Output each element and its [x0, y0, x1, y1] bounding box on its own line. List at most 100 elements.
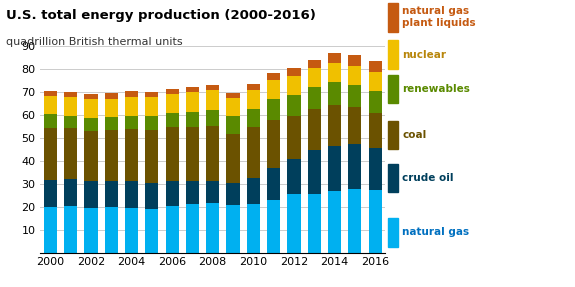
- Bar: [85, 118, 98, 131]
- Text: natural gas: natural gas: [402, 228, 470, 237]
- Bar: [308, 150, 321, 194]
- Bar: [166, 206, 179, 253]
- Bar: [369, 61, 382, 72]
- Bar: [247, 90, 260, 109]
- Bar: [125, 181, 138, 208]
- Bar: [328, 146, 341, 191]
- Bar: [308, 88, 321, 109]
- Bar: [166, 113, 179, 127]
- Bar: [44, 207, 57, 253]
- Bar: [288, 195, 301, 253]
- Bar: [125, 116, 138, 129]
- Bar: [105, 117, 118, 130]
- Bar: [348, 189, 362, 253]
- Bar: [85, 181, 98, 208]
- Text: natural gas
plant liquids: natural gas plant liquids: [402, 6, 476, 28]
- Bar: [227, 92, 240, 98]
- Text: quadrillion British thermal units: quadrillion British thermal units: [6, 37, 182, 47]
- Bar: [105, 99, 118, 117]
- Bar: [308, 68, 321, 88]
- Bar: [166, 127, 179, 181]
- Bar: [206, 203, 219, 253]
- Bar: [206, 181, 219, 203]
- Bar: [166, 94, 179, 113]
- Bar: [145, 183, 159, 209]
- Bar: [328, 53, 341, 63]
- Bar: [125, 208, 138, 253]
- Bar: [85, 208, 98, 253]
- Bar: [64, 92, 77, 97]
- Bar: [288, 76, 301, 95]
- Bar: [44, 114, 57, 128]
- Bar: [348, 66, 362, 85]
- Bar: [186, 181, 199, 204]
- Bar: [227, 205, 240, 253]
- Bar: [145, 116, 159, 130]
- Bar: [206, 126, 219, 181]
- Bar: [64, 116, 77, 128]
- Bar: [308, 60, 321, 68]
- Bar: [145, 209, 159, 253]
- Text: nuclear: nuclear: [402, 50, 447, 59]
- Bar: [206, 90, 219, 110]
- Bar: [145, 92, 159, 97]
- Bar: [369, 91, 382, 113]
- Bar: [125, 129, 138, 181]
- Bar: [145, 130, 159, 183]
- Bar: [166, 181, 179, 206]
- Bar: [64, 128, 77, 179]
- Bar: [247, 84, 260, 90]
- Bar: [247, 109, 260, 127]
- Bar: [145, 97, 159, 116]
- Bar: [348, 85, 362, 107]
- Bar: [64, 206, 77, 253]
- Bar: [308, 194, 321, 253]
- Bar: [369, 190, 382, 253]
- Bar: [348, 144, 362, 189]
- Bar: [288, 95, 301, 116]
- Bar: [247, 127, 260, 178]
- Bar: [105, 181, 118, 207]
- Bar: [166, 89, 179, 94]
- Bar: [227, 98, 240, 117]
- Bar: [64, 97, 77, 116]
- Bar: [105, 94, 118, 99]
- Bar: [267, 80, 280, 99]
- Bar: [44, 96, 57, 114]
- Bar: [186, 112, 199, 127]
- Bar: [227, 117, 240, 134]
- Bar: [85, 94, 98, 99]
- Bar: [247, 204, 260, 253]
- Bar: [186, 92, 199, 112]
- Bar: [267, 168, 280, 200]
- Bar: [186, 204, 199, 253]
- Bar: [125, 97, 138, 116]
- Bar: [328, 82, 341, 105]
- Bar: [328, 63, 341, 82]
- Bar: [288, 116, 301, 159]
- Bar: [44, 91, 57, 96]
- Bar: [328, 105, 341, 146]
- Bar: [267, 120, 280, 168]
- Bar: [328, 191, 341, 253]
- Bar: [44, 128, 57, 180]
- Bar: [105, 207, 118, 253]
- Bar: [64, 179, 77, 206]
- Bar: [369, 113, 382, 148]
- Bar: [227, 134, 240, 183]
- Bar: [308, 109, 321, 150]
- Bar: [369, 148, 382, 190]
- Bar: [186, 127, 199, 181]
- Text: crude oil: crude oil: [402, 173, 454, 183]
- Bar: [227, 183, 240, 205]
- Bar: [44, 180, 57, 207]
- Bar: [288, 68, 301, 76]
- Bar: [247, 178, 260, 204]
- Text: U.S. total energy production (2000-2016): U.S. total energy production (2000-2016): [6, 9, 316, 22]
- Text: coal: coal: [402, 130, 427, 140]
- Text: renewables: renewables: [402, 84, 470, 94]
- Bar: [267, 73, 280, 80]
- Bar: [85, 99, 98, 118]
- Bar: [288, 159, 301, 195]
- Bar: [348, 55, 362, 66]
